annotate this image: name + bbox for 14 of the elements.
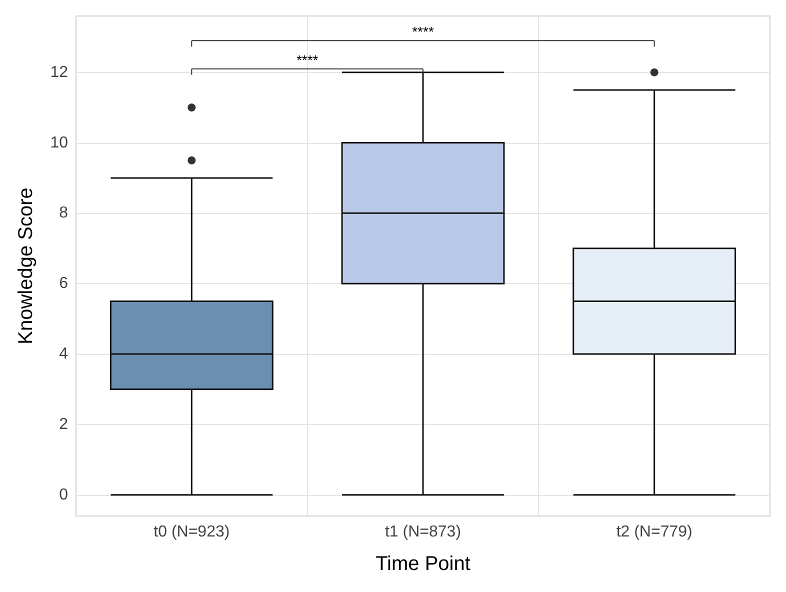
y-tick-label: 10 (50, 134, 68, 152)
x-tick-label: t1 (N=873) (384, 524, 462, 540)
y-axis-title: Knowledge Score (15, 188, 37, 344)
annotation: **** (296, 52, 319, 68)
y-tick-label: 4 (59, 346, 68, 363)
y-tick-label: 8 (59, 204, 68, 222)
y-tick-label: 0 (59, 486, 68, 504)
x-tick-label: t0 (N=923) (154, 524, 230, 540)
y-tick-label: 6 (59, 275, 68, 292)
x-tick-label: t2 (N=779) (616, 524, 692, 540)
y-tick-label: 12 (50, 64, 68, 81)
annotation: **** (412, 24, 434, 40)
x-axis-title: Time Point (376, 553, 471, 575)
y-tick-label: 2 (59, 416, 68, 433)
